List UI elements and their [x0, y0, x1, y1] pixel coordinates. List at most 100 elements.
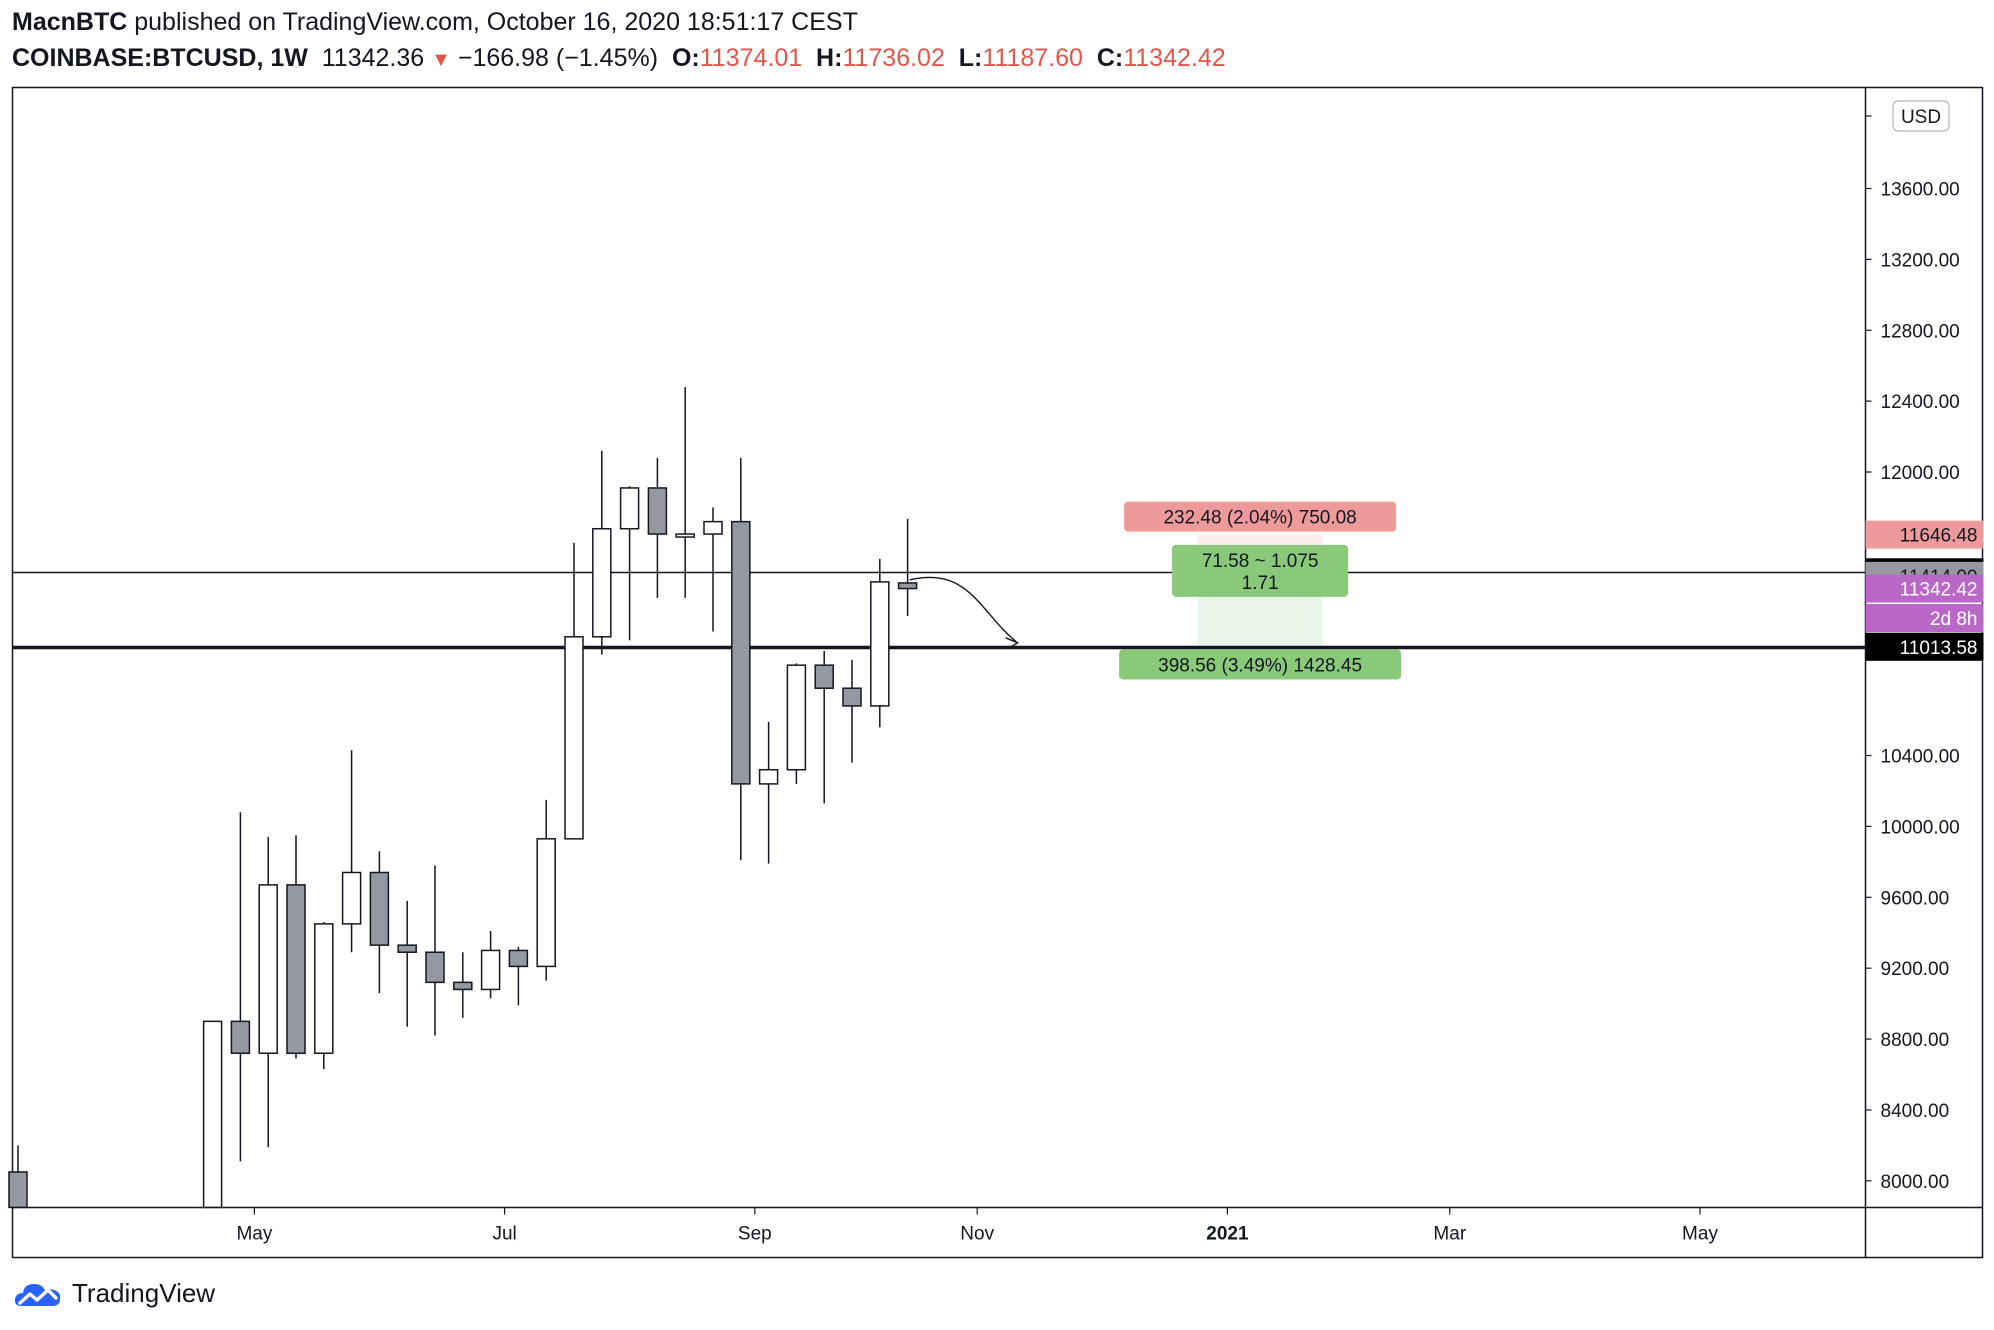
- candle-body: [369, 871, 390, 946]
- candle-body: [758, 768, 779, 785]
- target-label-text: 398.56 (3.49%) 1428.45: [1158, 655, 1362, 676]
- candle-17[interactable]: [647, 457, 668, 598]
- tradingview-cloud-logo-icon: [14, 1283, 61, 1306]
- candle-body: [230, 1020, 251, 1054]
- candle-body: [647, 487, 668, 535]
- candle-body: [202, 1020, 223, 1209]
- candle-25[interactable]: [870, 558, 890, 728]
- candle-2[interactable]: [230, 812, 251, 1162]
- candle-10[interactable]: [453, 952, 473, 1018]
- candle-9[interactable]: [425, 865, 445, 1036]
- svg-text:USD: USD: [1901, 107, 1941, 128]
- candle-20[interactable]: [731, 457, 751, 861]
- currency-button[interactable]: USD: [1892, 100, 1950, 132]
- high-value: 11736.02: [842, 44, 945, 72]
- candle-body: [870, 581, 890, 707]
- open-label: O:: [671, 44, 700, 72]
- y-tick-label: 10400.00: [1881, 747, 1960, 768]
- x-tick-label: May: [1682, 1224, 1718, 1245]
- candle-23[interactable]: [814, 650, 834, 804]
- candle-0[interactable]: [8, 1145, 28, 1209]
- candle-13[interactable]: [536, 799, 556, 981]
- candle-body: [897, 582, 918, 590]
- candle-body: [842, 687, 862, 707]
- tradingview-brand: TradingView: [72, 1278, 216, 1308]
- author-name[interactable]: MacnBTC: [12, 8, 128, 36]
- y-tick-label: 12800.00: [1881, 321, 1960, 342]
- candle-body: [592, 527, 612, 638]
- candle-16[interactable]: [619, 486, 640, 641]
- candle-body: [703, 520, 723, 535]
- y-tick-label: 9200.00: [1881, 959, 1950, 980]
- stop-label-text: 232.48 (2.04%) 750.08: [1163, 508, 1356, 529]
- y-tick-label: 9600.00: [1881, 888, 1950, 909]
- low-label: L:: [958, 44, 983, 72]
- symbol-legend: COINBASE:BTCUSD, 1W 11342.36 ▼ −166.98 (…: [12, 44, 1226, 73]
- x-tick-label: 2021: [1206, 1224, 1249, 1245]
- candle-3[interactable]: [258, 837, 278, 1148]
- price-tag-box: [1865, 520, 1984, 549]
- price-tag-box: [1865, 632, 1984, 661]
- last-price: 11342.36: [321, 44, 425, 72]
- candle-19[interactable]: [703, 507, 723, 632]
- target-label-box: [1119, 649, 1402, 680]
- price-change: −166.98 (−1.45%): [457, 44, 659, 72]
- close-value: 11342.42: [1123, 44, 1226, 72]
- close-label: C:: [1096, 44, 1124, 72]
- candle-14[interactable]: [564, 542, 584, 840]
- candle-18[interactable]: [675, 386, 695, 598]
- y-tick-label: 13600.00: [1881, 180, 1960, 201]
- projection-arrow-line[interactable]: [909, 576, 1019, 644]
- risk-reward-box: [1172, 544, 1349, 597]
- candle-body: [508, 949, 529, 968]
- y-tick-label: 12400.00: [1881, 392, 1960, 413]
- candle-5[interactable]: [314, 922, 334, 1070]
- risk-reward-text: 71.58 ~ 1.075: [1202, 551, 1319, 572]
- y-tick-label: 8400.00: [1881, 1101, 1950, 1122]
- price-tag-text: 11342.42: [1900, 580, 1978, 601]
- candle-body: [286, 884, 306, 1054]
- candle-body: [397, 944, 417, 953]
- candle-body: [814, 664, 834, 689]
- candle-body: [619, 487, 640, 530]
- candle-24[interactable]: [842, 659, 862, 763]
- candle-15[interactable]: [592, 450, 612, 655]
- stop-label-box: [1124, 501, 1397, 532]
- open-value: 11374.01: [699, 44, 803, 72]
- candle-body: [536, 838, 556, 968]
- symbol-name[interactable]: COINBASE:BTCUSD, 1W: [12, 44, 308, 72]
- down-arrow-icon: ▼: [431, 49, 451, 71]
- candle-body: [675, 533, 695, 538]
- candle-body: [425, 951, 445, 984]
- candle-7[interactable]: [369, 851, 390, 993]
- candle-8[interactable]: [397, 900, 417, 1027]
- candle-body: [564, 636, 584, 840]
- candle-11[interactable]: [480, 930, 501, 999]
- x-tick-label: Mar: [1433, 1224, 1466, 1245]
- candle-22[interactable]: [786, 663, 807, 784]
- chart-frame: [11, 86, 1984, 1259]
- candle-body: [258, 884, 278, 1054]
- price-tag-6[interactable]: 11013.58: [1865, 632, 1984, 661]
- candle-12[interactable]: [508, 946, 529, 1006]
- candle-body: [480, 949, 501, 991]
- projection-arrowhead-icon: [1005, 637, 1020, 650]
- candle-26[interactable]: [897, 518, 918, 616]
- publish-info: MacnBTC published on TradingView.com, Oc…: [12, 8, 858, 37]
- tradingview-footer[interactable]: TradingView: [12, 1278, 215, 1309]
- high-label: H:: [816, 44, 843, 72]
- price-tag-text: 11646.48: [1900, 526, 1978, 547]
- candle-body: [786, 664, 807, 771]
- candle-4[interactable]: [286, 835, 306, 1059]
- price-tag-0[interactable]: 11646.48: [1865, 520, 1984, 549]
- price-tag-3[interactable]: 11342.42: [1865, 574, 1984, 603]
- y-tick-label: 8000.00: [1881, 1172, 1950, 1193]
- price-tag-text: 2d 8h: [1930, 609, 1978, 630]
- candle-6[interactable]: [341, 750, 362, 953]
- candle-1[interactable]: [202, 1020, 223, 1209]
- candle-21[interactable]: [758, 721, 779, 864]
- low-value: 11187.60: [982, 44, 1083, 72]
- y-tick-label: 8800.00: [1881, 1030, 1950, 1051]
- price-tag-4[interactable]: 2d 8h: [1865, 604, 1984, 633]
